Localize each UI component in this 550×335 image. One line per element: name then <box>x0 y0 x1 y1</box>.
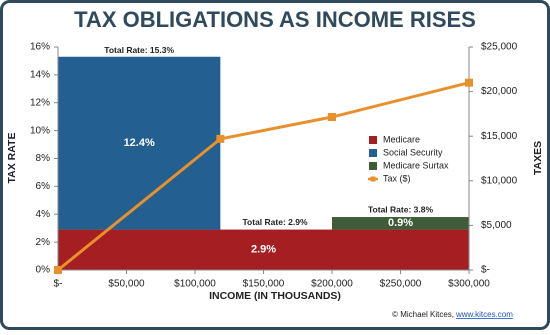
y-axis-title: TAX RATE <box>6 133 18 184</box>
y-tick-label: 14% <box>30 70 50 81</box>
y2-tick-label: $15,000 <box>481 131 518 142</box>
chart-title: TAX OBLIGATIONS AS INCOME RISES <box>74 7 476 32</box>
y-tick-label: 0% <box>36 265 51 276</box>
legend-swatch <box>369 136 377 144</box>
y-tick-label: 12% <box>30 97 50 108</box>
legend-label: Tax ($) <box>383 173 411 183</box>
x-axis-title: INCOME (IN THOUSANDS) <box>209 290 341 302</box>
credit-link[interactable]: www.kitces.com <box>455 310 513 319</box>
legend-swatch <box>370 176 376 182</box>
bar-label: 0.9% <box>388 217 413 229</box>
credit: © Michael Kitces, <box>392 310 454 319</box>
annotation: Total Rate: 3.8% <box>368 204 433 214</box>
x-tick-label: $50,000 <box>108 279 145 290</box>
y-tick-label: 6% <box>36 181 51 192</box>
annotation: Total Rate: 15.3% <box>104 45 174 55</box>
y-tick-label: 16% <box>30 42 50 53</box>
legend-label: Medicare Surtax <box>383 160 449 170</box>
y-tick-label: 2% <box>36 237 51 248</box>
y2-tick-label: $5,000 <box>481 220 512 231</box>
y2-tick-label: $25,000 <box>481 42 518 53</box>
x-tick-label: $200,000 <box>311 279 353 290</box>
y2-tick-label: $20,000 <box>481 86 518 97</box>
y2-tick-label: $10,000 <box>481 175 518 186</box>
line-marker <box>328 113 336 122</box>
bar <box>58 56 221 230</box>
bar-label: 2.9% <box>251 244 276 256</box>
annotation: Total Rate: 2.9% <box>242 217 307 227</box>
legend-label: Medicare <box>383 134 420 144</box>
bar-label: 12.4% <box>124 137 155 149</box>
legend-swatch <box>369 149 377 157</box>
y2-axis-title: TAXES <box>532 141 544 175</box>
y2-tick-label: $- <box>481 265 490 276</box>
bar <box>58 229 469 270</box>
x-tick-label: $100,000 <box>174 279 216 290</box>
legend-swatch <box>369 162 377 170</box>
line-marker <box>216 134 225 143</box>
y-tick-label: 8% <box>36 153 51 164</box>
legend-label: Social Security <box>383 147 443 157</box>
y-tick-label: 4% <box>36 209 51 220</box>
y-tick-label: 10% <box>30 125 50 136</box>
x-tick-label: $150,000 <box>243 279 285 290</box>
bar <box>332 217 469 230</box>
x-tick-label: $300,000 <box>448 279 490 290</box>
x-tick-label: $250,000 <box>380 279 422 290</box>
line-marker <box>465 78 473 87</box>
line <box>57 81 470 272</box>
x-tick-label: $- <box>54 279 63 290</box>
line-marker <box>54 266 62 274</box>
